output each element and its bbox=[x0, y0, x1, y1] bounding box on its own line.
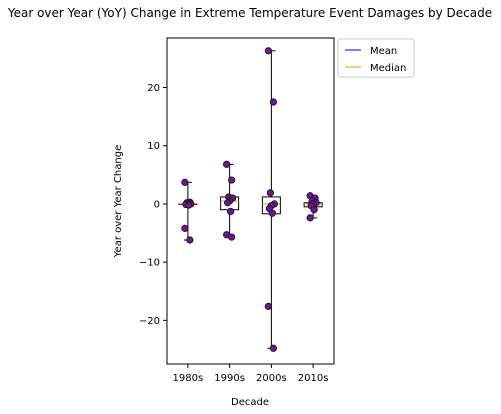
x-tick-label: 2010s bbox=[298, 373, 329, 384]
data-point bbox=[266, 189, 274, 197]
legend-mean-label: Mean bbox=[370, 46, 397, 57]
data-point bbox=[310, 206, 318, 214]
chart-title: Year over Year (YoY) Change in Extreme T… bbox=[7, 6, 492, 20]
data-point bbox=[186, 236, 194, 244]
box-1980s bbox=[178, 181, 198, 241]
data-point bbox=[306, 214, 314, 222]
data-point bbox=[228, 233, 236, 241]
data-point bbox=[227, 207, 235, 216]
legend: Mean Median bbox=[337, 38, 415, 78]
y-tick-label: 0 bbox=[154, 199, 160, 210]
plot-area-frame bbox=[166, 37, 335, 365]
box-series bbox=[178, 50, 323, 349]
y-tick-label: 10 bbox=[147, 141, 160, 152]
x-tick-label: 1980s bbox=[173, 373, 204, 384]
data-point bbox=[269, 344, 277, 352]
data-point bbox=[269, 98, 277, 106]
y-tick-label: −10 bbox=[139, 258, 160, 269]
data-point bbox=[268, 209, 276, 217]
x-tick-label: 1990s bbox=[214, 373, 245, 384]
point-series bbox=[181, 47, 320, 352]
data-point bbox=[185, 201, 193, 209]
data-point bbox=[228, 176, 236, 184]
data-point bbox=[223, 160, 231, 168]
data-point bbox=[264, 302, 272, 310]
y-tick-label: 20 bbox=[147, 83, 160, 94]
x-axis-label: Decade bbox=[231, 397, 269, 408]
y-tick-label: −20 bbox=[139, 316, 160, 327]
y-axis-label: Year over Year Change bbox=[113, 145, 124, 258]
data-point bbox=[264, 47, 272, 55]
y-axis: −20 −10 0 10 20 bbox=[139, 83, 167, 327]
data-point bbox=[181, 178, 189, 186]
x-axis: 1980s 1990s 2000s 2010s bbox=[173, 364, 329, 384]
data-point bbox=[181, 224, 189, 232]
box-2000s bbox=[261, 50, 281, 349]
legend-median-label: Median bbox=[370, 63, 406, 74]
data-point bbox=[224, 199, 232, 207]
x-tick-label: 2000s bbox=[256, 373, 287, 384]
